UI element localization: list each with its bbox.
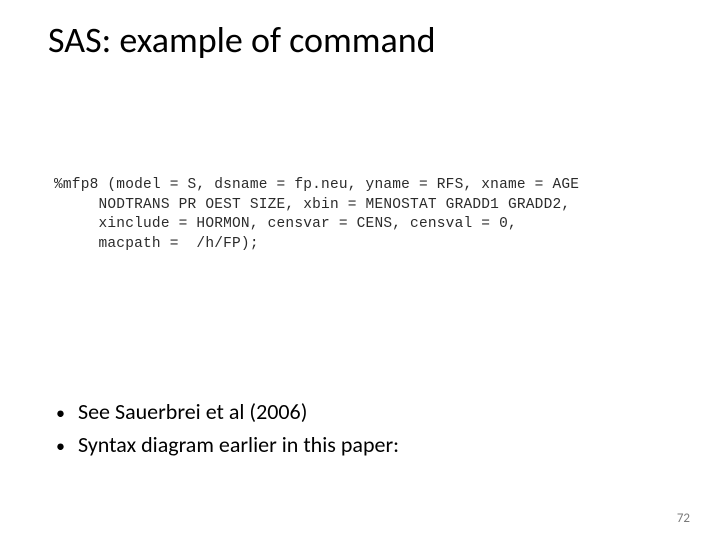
bullet-item: See Sauerbrei et al (2006) — [56, 398, 399, 425]
code-line-3: xinclude = HORMON, censvar = CENS, censv… — [54, 216, 517, 232]
code-line-4: macpath = /h/FP); — [54, 236, 259, 252]
bullet-item: Syntax diagram earlier in this paper: — [56, 431, 399, 458]
code-block: %mfp8 (model = S, dsname = fp.neu, yname… — [54, 176, 666, 254]
code-line-2: NODTRANS PR OEST SIZE, xbin = MENOSTAT G… — [54, 197, 570, 213]
code-line-1: %mfp8 (model = S, dsname = fp.neu, yname… — [54, 177, 579, 193]
bullet-list: See Sauerbrei et al (2006) Syntax diagra… — [56, 398, 399, 464]
bullet-text: Syntax diagram earlier in this paper: — [78, 431, 399, 458]
slide: SAS: example of command %mfp8 (model = S… — [0, 0, 720, 540]
bullet-text: See Sauerbrei et al (2006) — [78, 398, 307, 425]
page-number: 72 — [677, 511, 690, 526]
slide-title: SAS: example of command — [48, 18, 436, 62]
